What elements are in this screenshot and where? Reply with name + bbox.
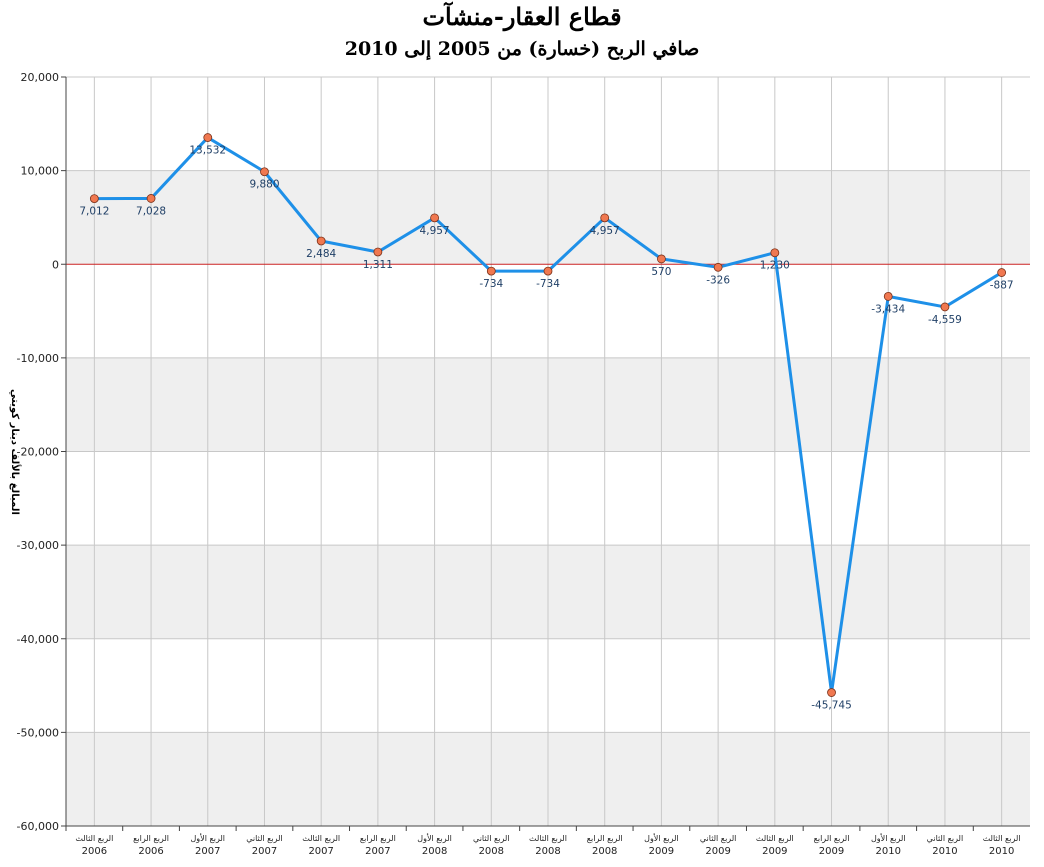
x-tick-label-quarter: الربع الرابع (360, 834, 396, 843)
data-point (89, 194, 99, 204)
data-label: -326 (706, 274, 730, 286)
x-tick-label-year: 2009 (705, 846, 730, 857)
x-tick-label-year: 2010 (989, 846, 1014, 857)
x-tick-label-quarter: الربع الرابع (587, 834, 623, 843)
data-label: 570 (651, 266, 671, 278)
x-tick-label-year: 2007 (252, 846, 277, 857)
x-tick-label-year: 2007 (195, 846, 220, 857)
x-tick-label-year: 2006 (82, 846, 107, 857)
x-tick-label-quarter: الربع الثاني (927, 834, 964, 843)
x-tick-label-year: 2008 (535, 846, 560, 857)
data-label: 13,532 (189, 145, 226, 157)
data-point (543, 266, 553, 276)
data-label: 2,484 (306, 248, 336, 260)
x-tick-label-year: 2009 (819, 846, 844, 857)
y-axis-ticks: 20,000 10,000 0 -10,000 -20,000 -30,000 -40,00… (17, 71, 66, 833)
y-tick-label: -40,000 (17, 633, 59, 646)
data-point (940, 302, 950, 312)
x-tick-label-quarter: الربع الثالث (75, 834, 113, 843)
x-tick-label-year: 2009 (762, 846, 787, 857)
data-point (827, 688, 836, 697)
x-tick-label-quarter: الربع الثالث (983, 834, 1021, 843)
data-point (260, 167, 269, 177)
x-tick-label-quarter: الربع الثالث (302, 834, 340, 843)
x-tick-label-quarter: الربع الرابع (814, 834, 850, 843)
chart-title: قطاع العقار-منشآت (422, 2, 622, 31)
y-tick-label: -20,000 (17, 446, 59, 459)
data-label: -734 (479, 278, 503, 290)
x-tick-label-quarter: الربع الثالث (529, 834, 567, 843)
y-tick-label: -60,000 (17, 820, 59, 833)
data-label: -45,745 (811, 700, 852, 712)
data-point (316, 236, 326, 246)
data-label: 4,957 (420, 225, 450, 237)
data-point (770, 248, 780, 258)
data-point (203, 133, 213, 142)
x-tick-label-year: 2010 (876, 846, 901, 857)
x-tick-label-year: 2008 (592, 846, 617, 857)
x-tick-label-quarter: الربع الأول (417, 833, 452, 843)
x-tick-label-quarter: الربع الثاني (473, 834, 510, 843)
data-point (486, 266, 496, 276)
data-label: -734 (536, 278, 560, 290)
y-tick-label: -10,000 (17, 352, 59, 365)
data-label: 4,957 (590, 225, 620, 237)
x-tick-label-year: 2007 (308, 846, 333, 857)
y-tick-label: -30,000 (17, 539, 59, 552)
data-point (657, 254, 666, 264)
data-label: 7,028 (136, 205, 166, 217)
data-point (373, 247, 383, 257)
x-tick-label-quarter: الربع الثاني (700, 834, 737, 843)
chart-subtitle: صافي الربح (خسارة) من 2005 إلى 2010 (344, 38, 700, 60)
x-tick-label-quarter: الربع الرابع (133, 834, 169, 843)
x-tick-label-quarter: الربع الأول (190, 833, 225, 843)
markers-group (89, 133, 1007, 697)
data-label: 9,880 (249, 179, 279, 191)
x-tick-label-year: 2007 (365, 846, 390, 857)
data-point (600, 213, 610, 223)
x-tick-label-year: 2010 (932, 846, 957, 857)
x-tick-label-quarter: الربع الثالث (756, 834, 794, 843)
y-tick-label: 10,000 (21, 165, 60, 178)
y-tick-label: -50,000 (17, 726, 59, 739)
y-tick-label: 0 (52, 258, 59, 271)
data-point (997, 268, 1007, 277)
data-point (883, 292, 893, 301)
data-label: -4,559 (928, 314, 962, 326)
data-labels-group: 7,012 7,028 13,532 9,880 2,484 1,311 4,957 -734… (79, 145, 1013, 712)
data-point (430, 213, 439, 223)
x-axis-ticks: الربع الثالث 2006 الربع الرابع 2006 الربع ال… (65, 826, 1021, 857)
x-tick-label-year: 2009 (649, 846, 674, 857)
data-point (146, 194, 156, 203)
x-tick-label-quarter: الربع الثاني (246, 834, 283, 843)
x-tick-label-quarter: الربع الأول (644, 833, 679, 843)
y-axis-label: المبالغ بالألف دينار كويتي (9, 389, 22, 515)
x-tick-label-year: 2006 (138, 846, 163, 857)
data-label: 7,012 (79, 206, 109, 218)
y-tick-label: 20,000 (21, 71, 60, 84)
data-label: 1,311 (363, 259, 393, 271)
data-label: -3,434 (871, 303, 905, 315)
x-tick-label-quarter: الربع الأول (871, 833, 906, 843)
data-point (713, 262, 723, 272)
data-label: -887 (990, 280, 1014, 292)
x-tick-label-year: 2008 (422, 846, 447, 857)
x-tick-label-year: 2008 (479, 846, 504, 857)
data-label: 1,230 (760, 260, 790, 272)
